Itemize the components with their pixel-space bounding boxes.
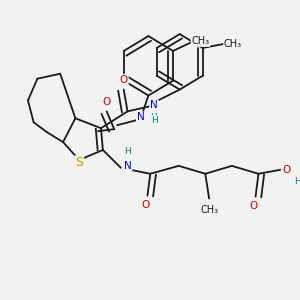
Text: O: O [120, 75, 128, 85]
Text: N: N [137, 112, 145, 122]
Text: O: O [250, 202, 258, 212]
Text: H: H [124, 148, 131, 157]
Text: CH₃: CH₃ [191, 36, 210, 46]
Text: N: N [124, 161, 131, 171]
Text: S: S [75, 156, 83, 170]
Text: H: H [151, 116, 158, 125]
Text: O: O [283, 165, 291, 175]
Text: CH₃: CH₃ [224, 39, 242, 49]
Text: CH₃: CH₃ [200, 206, 218, 215]
Text: N: N [150, 100, 158, 110]
Text: O: O [141, 200, 150, 211]
Text: H: H [150, 113, 157, 122]
Text: H: H [294, 177, 300, 186]
Text: O: O [103, 98, 111, 107]
